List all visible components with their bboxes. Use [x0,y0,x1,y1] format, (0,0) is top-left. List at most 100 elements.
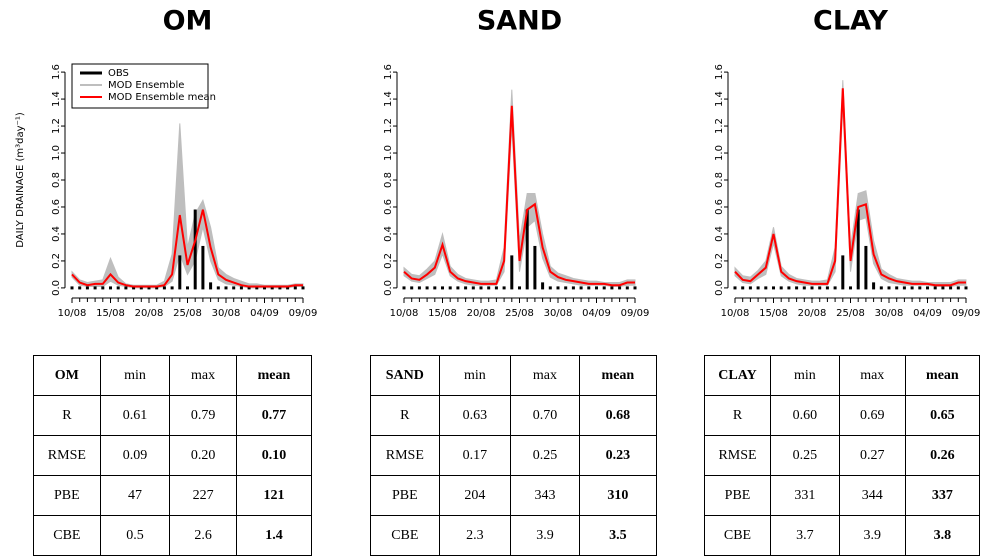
obs-bar [610,286,614,290]
table-cell: 0.23 [578,435,658,476]
table-cell: 3.9 [838,515,906,556]
obs-bar [286,286,290,290]
table-cell: 0.5 [99,515,171,556]
obs-bar [70,286,74,290]
table-cell: CLAY [704,355,771,396]
chart-title: CLAY [813,6,888,37]
table-cell: 204 [438,475,512,516]
obs-bar [78,286,82,290]
x-tick-label: 20/08 [135,308,164,319]
table-cell: 227 [169,475,237,516]
obs-bar [464,286,468,290]
obs-bar [193,209,197,290]
x-tick-label: 15/08 [428,308,457,319]
obs-bar [872,282,876,290]
obs-bar [541,282,545,290]
y-tick-label: 0.4 [383,226,394,242]
obs-bar [833,286,837,290]
table-cell: PBE [370,475,440,516]
obs-bar [525,209,529,290]
y-tick-label: 1.6 [714,64,725,80]
obs-bar [625,286,629,290]
obs-bar [479,286,483,290]
y-tick-label: 1.0 [383,145,394,161]
obs-bar [926,286,929,290]
table-cell: mean [578,355,658,396]
y-tick-label: 0.8 [51,172,62,188]
mean-line [734,88,966,287]
x-tick-label: 25/08 [173,308,202,319]
obs-bar [571,286,575,290]
x-tick-label: 04/09 [582,308,611,319]
table-cell: CBE [33,515,101,556]
obs-bar [170,286,174,290]
obs-bar [278,286,282,290]
table-row: R 0.60 0.69 0.65 [704,395,981,436]
obs-bar [779,286,783,290]
x-tick-label: 25/08 [836,308,865,319]
obs-bar [255,286,259,290]
obs-bar [818,286,822,290]
obs-bar [201,245,205,290]
obs-bar [602,286,606,290]
obs-bar [764,286,768,290]
table-cell: SAND [370,355,440,396]
obs-bar [964,286,968,290]
table-row: PBE 331 344 337 [704,475,981,516]
chart-title: OM [163,6,213,37]
legend-label: MOD Ensemble [108,80,184,91]
table-cell: 337 [904,475,981,516]
table-cell: 0.27 [838,435,906,476]
table-cell: min [99,355,171,396]
obs-bar [918,286,922,290]
y-tick-label: 0.0 [714,280,725,296]
obs-bar [132,286,136,290]
table-cell: mean [235,355,313,396]
obs-bar [448,286,452,290]
table-cell: CBE [370,515,440,556]
obs-bar [756,286,760,290]
x-tick-label: 30/08 [212,308,241,319]
table-cell: 0.63 [438,395,512,436]
table-cell: 0.25 [510,435,580,476]
table-cell: 310 [578,475,658,516]
table-cell: 0.25 [770,435,840,476]
obs-bar [162,286,166,290]
x-tick-label: 25/08 [505,308,534,319]
x-tick-label: 20/08 [798,308,827,319]
table-cell: 2.6 [169,515,237,556]
table-cell: 0.69 [838,395,906,436]
y-tick-label: 0.2 [51,253,62,269]
obs-bar [772,286,775,290]
table-row: RMSE 0.17 0.25 0.23 [370,435,658,476]
y-tick-label: 0.4 [714,226,725,242]
obs-bar [232,286,236,290]
obs-bar [410,286,414,290]
obs-bar [548,286,552,290]
table-cell: max [169,355,237,396]
x-tick-label: 09/09 [952,308,981,319]
table-cell: min [770,355,840,396]
table-cell: min [438,355,512,396]
obs-bar [109,286,112,290]
obs-bar [933,286,937,290]
y-axis-label: DAILY DRAINAGE (m³day⁻¹) [15,112,26,248]
x-tick-label: 10/08 [58,308,87,319]
table-cell: R [704,395,771,436]
table-cell: 0.09 [99,435,171,476]
table-cell: 0.79 [169,395,237,436]
obs-bar [748,286,752,290]
mean-line [71,209,303,288]
stats-table: OM min max mean R 0.61 0.79 0.77 RMSE 0.09 0.20 0.1… [33,355,313,556]
obs-bar [879,286,883,290]
table-cell: 0.61 [99,395,171,436]
x-tick-label: 09/09 [289,308,318,319]
table-cell: 0.10 [235,435,313,476]
obs-bar [487,286,491,290]
table-cell: max [510,355,580,396]
y-tick-label: 1.4 [383,91,394,107]
x-tick-label: 20/08 [467,308,496,319]
obs-bar [902,286,906,290]
y-tick-label: 1.0 [51,145,62,161]
